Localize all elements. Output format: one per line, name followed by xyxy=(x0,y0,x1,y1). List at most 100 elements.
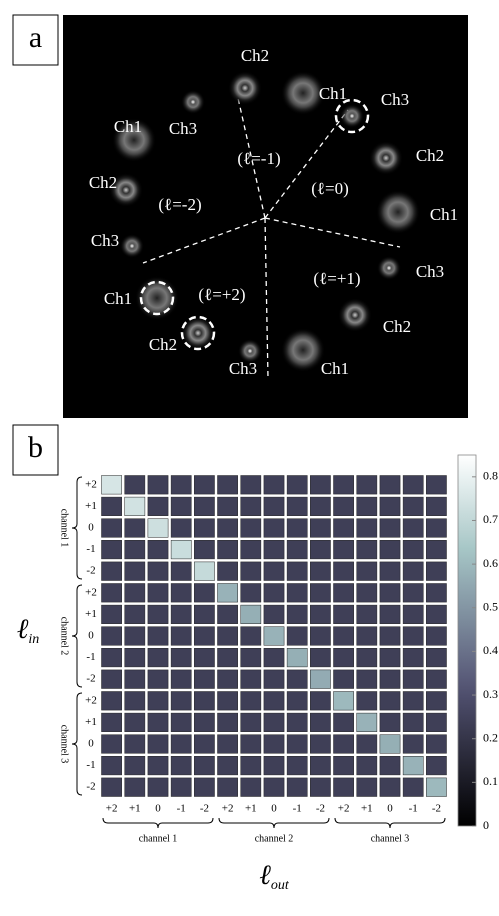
cell xyxy=(171,605,191,624)
cell xyxy=(380,540,400,559)
cell xyxy=(310,778,330,797)
cell xyxy=(380,692,400,711)
colorbar-tick-label: 0.1 xyxy=(483,774,498,788)
cell xyxy=(334,519,354,538)
cell xyxy=(102,497,122,516)
x-tick-label: +2 xyxy=(338,803,350,815)
cell xyxy=(241,670,261,689)
x-tick-label: -1 xyxy=(409,803,418,815)
colorbar-tick-label: 0.3 xyxy=(483,687,498,701)
beam-spot xyxy=(340,104,364,128)
channel-label: Ch1 xyxy=(319,84,347,103)
cell xyxy=(264,584,284,603)
cell xyxy=(102,670,122,689)
cell xyxy=(148,627,168,646)
x-axis-label: ℓout xyxy=(259,860,290,893)
cell xyxy=(148,540,168,559)
cell xyxy=(125,756,145,775)
cell xyxy=(334,648,354,667)
cell xyxy=(287,584,307,603)
beam-spot xyxy=(369,141,403,175)
colorbar-tick-label: 0 xyxy=(483,818,489,832)
y-axis-label: ℓin xyxy=(17,614,40,647)
cell xyxy=(403,692,423,711)
cell xyxy=(380,713,400,732)
panel-label: a xyxy=(29,21,42,54)
cell xyxy=(194,605,214,624)
cell xyxy=(171,519,191,538)
cell xyxy=(218,670,238,689)
cell xyxy=(426,476,446,495)
cell xyxy=(403,562,423,581)
cell xyxy=(125,584,145,603)
cell xyxy=(287,540,307,559)
cell xyxy=(264,519,284,538)
cell xyxy=(171,648,191,667)
y-tick-label: +2 xyxy=(85,694,97,706)
x-axis-subscript: out xyxy=(271,878,290,893)
cell xyxy=(380,627,400,646)
cell xyxy=(218,584,238,603)
x-group-label: channel 3 xyxy=(371,833,410,844)
cell xyxy=(403,497,423,516)
cell xyxy=(171,713,191,732)
cell xyxy=(380,756,400,775)
cell xyxy=(287,476,307,495)
cell xyxy=(380,476,400,495)
cell xyxy=(241,519,261,538)
y-axis-symbol: ℓ xyxy=(17,614,29,645)
figure: a b Ch3Ch2Ch1Ch3Ch2Ch1Ch3Ch2Ch1Ch3Ch2Ch1… xyxy=(0,0,499,916)
cell xyxy=(264,713,284,732)
group-bracket xyxy=(72,477,82,579)
group-bracket xyxy=(219,818,329,828)
cell xyxy=(426,584,446,603)
x-tick-label: 0 xyxy=(387,803,393,815)
cell xyxy=(357,540,377,559)
cell xyxy=(218,756,238,775)
cell xyxy=(218,627,238,646)
cell xyxy=(102,562,122,581)
cell xyxy=(102,540,122,559)
cell xyxy=(403,778,423,797)
cell xyxy=(171,735,191,754)
y-tick-label: -1 xyxy=(86,651,95,663)
y-tick-label: +1 xyxy=(85,500,97,512)
y-tick-label: -2 xyxy=(86,781,95,793)
channel-label: Ch1 xyxy=(114,117,142,136)
cell xyxy=(426,778,446,797)
cell xyxy=(380,605,400,624)
cell xyxy=(218,692,238,711)
cell xyxy=(125,692,145,711)
group-bracket xyxy=(103,818,213,828)
cell xyxy=(264,735,284,754)
cell xyxy=(102,756,122,775)
x-tick-label: -2 xyxy=(316,803,325,815)
cell xyxy=(287,713,307,732)
cell xyxy=(403,476,423,495)
cell xyxy=(287,648,307,667)
cell xyxy=(426,713,446,732)
cell xyxy=(403,648,423,667)
cell xyxy=(334,692,354,711)
cell xyxy=(357,670,377,689)
cell xyxy=(357,692,377,711)
cell xyxy=(264,476,284,495)
cell xyxy=(287,562,307,581)
cell xyxy=(264,778,284,797)
cell xyxy=(194,756,214,775)
cell xyxy=(171,692,191,711)
cell xyxy=(310,627,330,646)
cell xyxy=(334,497,354,516)
y-group-label: channel 3 xyxy=(59,725,70,764)
cell xyxy=(334,735,354,754)
cell xyxy=(403,713,423,732)
cell xyxy=(102,605,122,624)
cell xyxy=(264,648,284,667)
cell xyxy=(194,648,214,667)
cell xyxy=(194,692,214,711)
channel-label: Ch3 xyxy=(381,90,409,109)
cell xyxy=(310,584,330,603)
x-group-label: channel 2 xyxy=(255,833,294,844)
cell xyxy=(102,584,122,603)
cell xyxy=(171,540,191,559)
